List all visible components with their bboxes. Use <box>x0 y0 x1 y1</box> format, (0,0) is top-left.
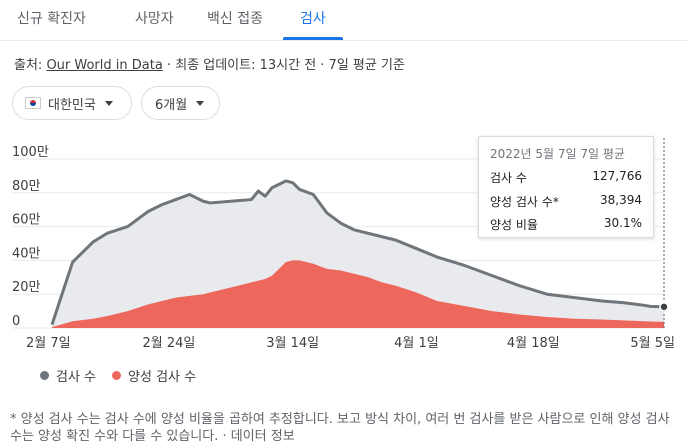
tooltip-value: 38,394 <box>600 193 642 207</box>
active-tab-indicator <box>283 37 343 40</box>
positive-tests-area <box>52 260 664 328</box>
range-selector[interactable]: 6개월 <box>141 86 220 120</box>
x-tick-label: 4월 18일 <box>507 336 560 351</box>
source-link[interactable]: Our World in Data <box>46 58 163 73</box>
dropdown-caret-icon <box>196 100 205 106</box>
tests-line <box>50 179 665 326</box>
tests-area-chart: 0 20만 40만 60만 80만 100만 2월 7일 2월 24일 3월 14일 4월 1일… <box>12 138 675 351</box>
y-tick-label: 80만 <box>12 179 41 194</box>
x-tick-label: 4월 1일 <box>394 336 439 351</box>
tooltip-value: 30.1% <box>603 216 642 230</box>
y-tick-label: 100만 <box>12 145 49 160</box>
south-korea-flag-icon <box>25 97 41 109</box>
tests-area <box>52 180 664 328</box>
chart-tooltip: 2022년 5월 7일 7일 평균 검사 수 127,766 양성 검사 수* … <box>478 136 654 238</box>
x-tick-label: 5월 5일 <box>630 336 675 351</box>
dropdown-caret-icon <box>104 100 113 106</box>
tooltip-value: 127,766 <box>592 169 642 183</box>
data-info-link[interactable]: 데이터 정보 <box>230 429 295 444</box>
tab-tests[interactable]: 검사 <box>300 11 326 27</box>
legend-positive: 양성 검사 수 <box>128 370 197 385</box>
tab-bar: 신규 확진자 사망자 백신 접종 검사 <box>0 0 687 41</box>
hover-point <box>659 302 669 312</box>
x-tick-label: 2월 24일 <box>142 336 195 351</box>
range-label: 6개월 <box>155 97 188 113</box>
tooltip-label: 검사 수 <box>490 171 527 185</box>
y-tick-label: 60만 <box>12 213 41 228</box>
tooltip-row-positive: 양성 검사 수* 38,394 <box>490 193 642 210</box>
tooltip-label: 양성 비율 <box>490 218 538 232</box>
footnote: * 양성 검사 수는 검사 수에 양성 비율을 곱하여 추정합니다. 보고 방식… <box>10 411 682 445</box>
source-prefix: 출처: <box>14 58 47 73</box>
tab-deaths[interactable]: 사망자 <box>135 11 174 27</box>
source-line: 출처: Our World in Data · 최종 업데이트: 13시간 전 … <box>14 54 405 73</box>
source-suffix: · 최종 업데이트: 13시간 전 · 7일 평균 기준 <box>162 58 405 73</box>
region-selector[interactable]: 대한민국 <box>12 86 132 120</box>
chart-legend: 검사 수 양성 검사 수 <box>40 366 196 385</box>
x-tick-label: 3월 14일 <box>266 336 319 351</box>
tab-vaccinations[interactable]: 백신 접종 <box>207 11 263 27</box>
y-tick-label: 20만 <box>12 280 41 295</box>
tooltip-date: 2022년 5월 7일 7일 평균 <box>490 147 625 161</box>
y-tick-label: 40만 <box>12 246 41 261</box>
positive-legend-swatch <box>112 371 122 380</box>
region-label: 대한민국 <box>48 97 96 113</box>
x-tick-label: 2월 7일 <box>26 336 71 351</box>
tooltip-row-rate: 양성 비율 30.1% <box>490 216 642 233</box>
footnote-text: * 양성 검사 수는 검사 수에 양성 비율을 곱하여 추정합니다. 보고 방식… <box>10 412 670 444</box>
tooltip-label: 양성 검사 수* <box>490 195 559 209</box>
tooltip-row-tests: 검사 수 127,766 <box>490 169 642 186</box>
y-tick-label: 0 <box>12 314 20 329</box>
legend-tests: 검사 수 <box>56 370 97 385</box>
tests-legend-swatch <box>40 371 49 380</box>
tab-new-cases[interactable]: 신규 확진자 <box>17 11 86 27</box>
